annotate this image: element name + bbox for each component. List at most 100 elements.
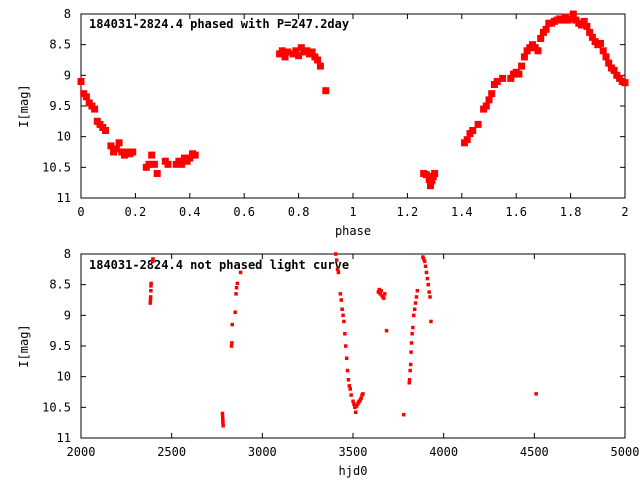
y-tick-label: 9.5 xyxy=(49,339,71,353)
y-tick-label: 8 xyxy=(64,7,71,21)
data-point xyxy=(610,66,618,74)
data-point xyxy=(220,414,225,419)
y-tick-label: 9.5 xyxy=(49,99,71,113)
x-tick-label: 3000 xyxy=(248,445,277,459)
data-point xyxy=(278,47,286,55)
y-axis-title-unphased: I[mag] xyxy=(17,324,31,367)
data-point xyxy=(308,48,316,56)
data-point xyxy=(149,289,153,293)
data-point xyxy=(379,289,383,293)
data-point xyxy=(485,96,493,104)
data-point xyxy=(335,267,340,272)
data-point xyxy=(347,384,352,388)
data-point xyxy=(115,139,123,147)
data-point xyxy=(488,90,496,98)
data-point xyxy=(583,22,591,30)
chart-title-phased: 184031-2824.4 phased with P=247.2day xyxy=(89,17,349,31)
data-point xyxy=(353,405,357,410)
data-point xyxy=(151,257,155,261)
data-point xyxy=(341,313,345,318)
x-tick-label: 1.4 xyxy=(451,205,473,219)
data-point xyxy=(334,258,339,262)
data-point xyxy=(233,310,237,314)
data-point xyxy=(149,281,153,286)
data-point xyxy=(605,59,613,67)
data-point xyxy=(235,281,240,286)
data-point xyxy=(77,78,85,85)
data-point xyxy=(342,319,346,324)
data-point xyxy=(402,412,406,417)
data-point xyxy=(221,424,225,428)
y-tick-label: 9 xyxy=(64,308,71,322)
x-tick-label: 0.6 xyxy=(233,205,255,219)
data-point xyxy=(602,53,610,61)
data-point xyxy=(336,270,341,275)
data-point xyxy=(112,145,120,153)
axis-ticks-unphased: 2000 2500 3000 3500 4000 4500 5000 8 8.5 9 9.5 10 10… xyxy=(42,247,639,459)
data-point xyxy=(423,264,428,268)
data-point xyxy=(340,307,344,311)
data-point xyxy=(537,35,545,42)
data-points-unphased xyxy=(148,252,538,428)
data-point xyxy=(102,127,109,134)
data-point xyxy=(520,53,528,61)
data-point xyxy=(345,368,350,373)
data-point xyxy=(316,62,324,70)
y-tick-label: 10.5 xyxy=(42,400,71,414)
data-point xyxy=(238,270,243,275)
plot-frame-unphased xyxy=(80,253,626,439)
data-point xyxy=(339,298,343,302)
y-tick-label: 9 xyxy=(64,68,71,82)
data-point xyxy=(164,160,172,168)
data-point xyxy=(422,257,426,261)
data-point xyxy=(407,378,412,382)
x-tick-label: 2 xyxy=(621,205,628,219)
data-point xyxy=(586,28,594,36)
data-point xyxy=(567,15,575,23)
data-point xyxy=(542,25,550,33)
data-point xyxy=(383,292,387,296)
data-point xyxy=(424,270,429,275)
data-point xyxy=(412,307,417,311)
data-point xyxy=(145,160,153,168)
data-point xyxy=(431,170,439,177)
chart-title-unphased: 184031-2824.4 not phased light curve xyxy=(89,258,349,272)
x-tick-label: 4500 xyxy=(520,445,549,459)
x-tick-label: 1.6 xyxy=(505,205,527,219)
data-point xyxy=(413,301,418,305)
x-tick-label: 0.4 xyxy=(179,205,201,219)
data-point xyxy=(428,177,436,185)
data-point xyxy=(343,332,347,336)
data-point xyxy=(425,276,430,281)
data-point xyxy=(178,160,186,168)
data-point xyxy=(107,142,115,150)
data-point xyxy=(408,362,413,367)
data-point xyxy=(411,325,415,330)
data-point xyxy=(376,290,381,294)
data-point xyxy=(186,154,194,162)
y-tick-label: 10 xyxy=(57,370,71,384)
x-tick-label: 0.8 xyxy=(288,205,310,219)
data-point xyxy=(469,127,477,134)
x-tick-label: 2500 xyxy=(157,445,186,459)
data-point xyxy=(359,396,363,400)
data-point xyxy=(229,344,234,348)
data-point xyxy=(421,255,425,259)
data-point xyxy=(377,287,381,292)
x-tick-label: 2000 xyxy=(67,445,96,459)
data-point xyxy=(153,170,161,177)
data-point xyxy=(428,295,432,299)
y-tick-label: 8 xyxy=(64,247,71,261)
data-point xyxy=(507,74,515,82)
data-point xyxy=(482,102,490,110)
data-point xyxy=(408,368,412,373)
data-point xyxy=(358,398,362,402)
data-point xyxy=(534,47,542,55)
x-tick-label: 1 xyxy=(349,205,356,219)
axis-ticks-phased: 0 0.2 0.4 0.6 0.8 1 1.2 1.4 1.6 1.8 2 8 8.5 9 9.5 10 10.… xyxy=(42,7,629,219)
data-point xyxy=(344,356,349,360)
data-point xyxy=(378,292,382,296)
data-point xyxy=(422,171,430,179)
data-point xyxy=(597,39,604,47)
